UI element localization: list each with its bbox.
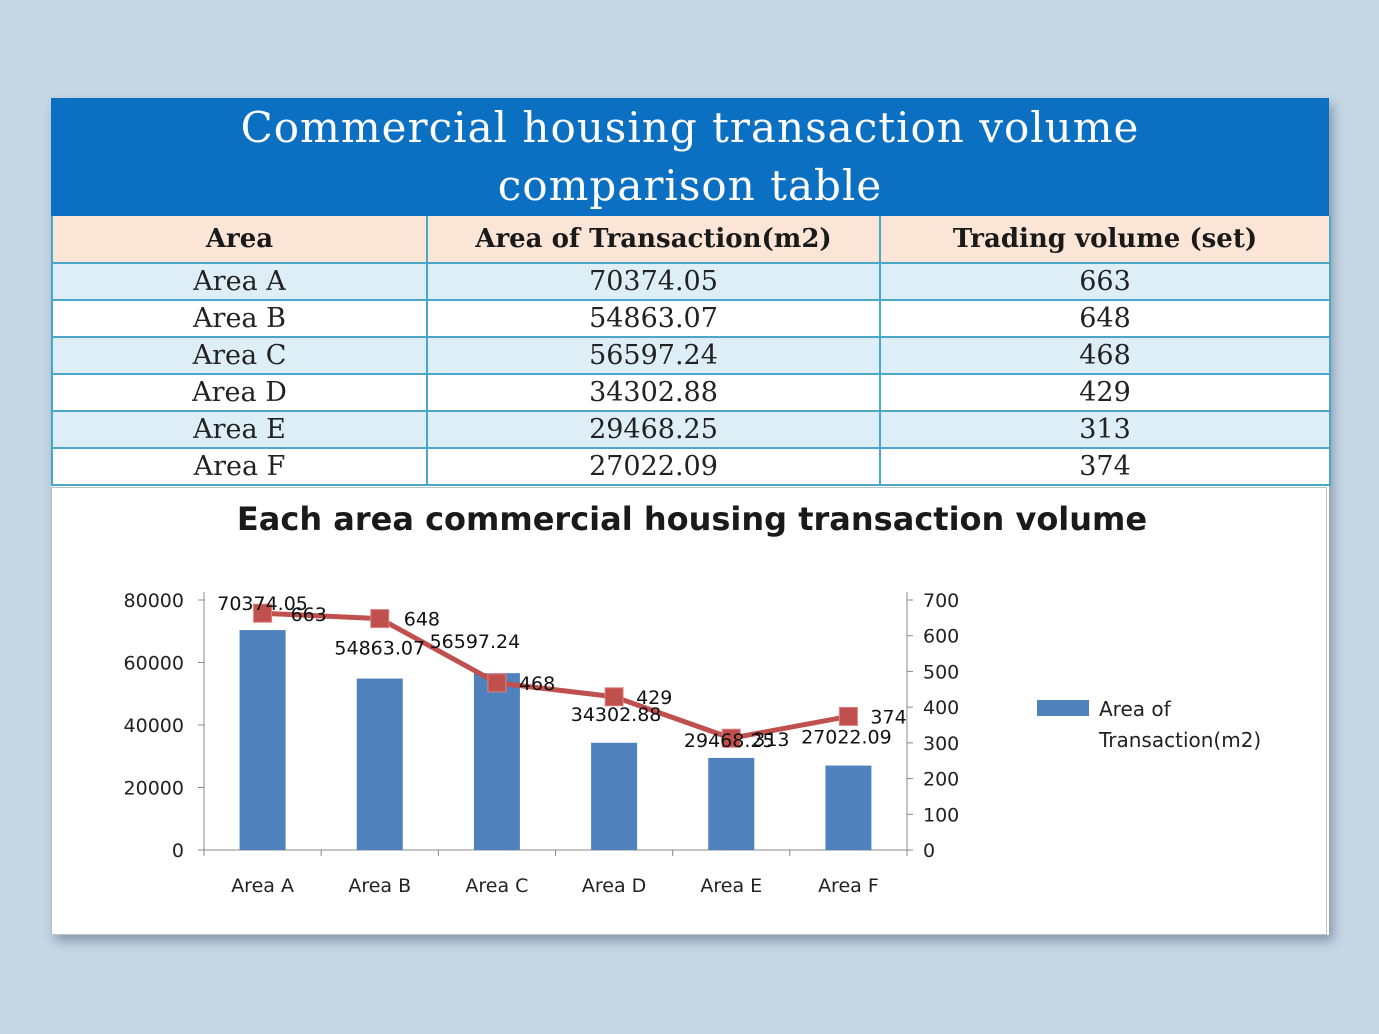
table-row: Area D 34302.88 429	[51, 373, 1331, 412]
chart-legend[interactable]: Area of Transaction(m2)	[1037, 697, 1261, 752]
right-tick-label: 700	[923, 590, 959, 612]
table-row: Area E 29468.25 313	[51, 410, 1331, 449]
cell-area[interactable]: Area C	[51, 336, 428, 375]
bar-data-label: 34302.88	[571, 704, 662, 726]
bar	[239, 630, 286, 850]
left-tick-label: 0	[172, 840, 184, 862]
bar-data-label: 29468.25	[684, 730, 775, 752]
cell-trading-volume[interactable]: 648	[879, 299, 1331, 338]
line-marker	[370, 609, 390, 629]
line-data-label: 663	[291, 604, 327, 626]
right-tick-label: 200	[923, 769, 959, 791]
bar	[473, 673, 520, 850]
table-title-line-2: comparison table	[497, 161, 883, 210]
right-tick-label: 0	[923, 840, 935, 862]
cell-transaction-area[interactable]: 56597.24	[426, 336, 881, 375]
right-tick-label: 400	[923, 697, 959, 719]
chart-title: Each area commercial housing transaction…	[237, 500, 1147, 538]
trend-line	[262, 610, 849, 741]
table-row: Area C 56597.24 468	[51, 336, 1331, 375]
x-tick-label: Area A	[231, 875, 294, 897]
left-tick-label: 20000	[124, 778, 184, 800]
right-tick-label: 600	[923, 626, 959, 648]
line-marker	[253, 603, 273, 623]
cell-transaction-area[interactable]: 54863.07	[426, 299, 881, 338]
cell-trading-volume[interactable]: 663	[879, 262, 1331, 301]
line-data-label: 468	[519, 673, 555, 695]
right-tick-label: 100	[923, 804, 959, 826]
x-tick-label: Area F	[818, 875, 879, 897]
legend-swatch	[1037, 700, 1089, 716]
table-title: Commercial housing transaction volume co…	[51, 98, 1329, 216]
right-tick-label: 500	[923, 661, 959, 683]
cell-trading-volume[interactable]: 374	[879, 447, 1331, 486]
line-data-label: 374	[870, 706, 906, 728]
table-row: Area B 54863.07 648	[51, 299, 1331, 338]
cell-trading-volume[interactable]: 468	[879, 336, 1331, 375]
table-title-line-1: Commercial housing transaction volume	[240, 103, 1140, 152]
spreadsheet-sheet: Commercial housing transaction volume co…	[51, 98, 1331, 935]
bar-data-label: 54863.07	[334, 638, 425, 660]
bar	[356, 678, 403, 850]
line-marker	[721, 728, 741, 748]
line-marker	[604, 687, 624, 707]
header-area[interactable]: Area	[51, 216, 428, 264]
cell-transaction-area[interactable]: 27022.09	[426, 447, 881, 486]
cell-area[interactable]: Area A	[51, 262, 428, 301]
line-data-label: 429	[636, 687, 672, 709]
bar-data-label: 27022.09	[801, 727, 892, 749]
bar	[708, 757, 755, 850]
cell-transaction-area[interactable]: 29468.25	[426, 410, 881, 449]
line-marker	[487, 673, 507, 693]
left-tick-label: 40000	[124, 715, 184, 737]
left-tick-label: 60000	[124, 653, 184, 675]
transaction-table: Area Area of Transaction(m2) Trading vol…	[51, 216, 1331, 486]
bar-data-label: 70374.05	[217, 593, 308, 615]
bar-data-label: 56597.24	[430, 631, 521, 653]
bar	[825, 765, 872, 850]
data-labels: 70374.05 54863.07 56597.24 34302.88 29468.25…	[217, 593, 906, 752]
cell-area[interactable]: Area F	[51, 447, 428, 486]
x-tick-label: Area E	[700, 875, 762, 897]
combo-chart: Each area commercial housing transaction…	[124, 500, 1262, 897]
legend-label-line-2: Transaction(m2)	[1098, 728, 1261, 752]
cell-area[interactable]: Area E	[51, 410, 428, 449]
line-data-label: 648	[404, 609, 440, 631]
cell-trading-volume[interactable]: 313	[879, 410, 1331, 449]
cell-transaction-area[interactable]: 70374.05	[426, 262, 881, 301]
legend-label-line-1: Area of	[1099, 697, 1172, 721]
table-row: Area F 27022.09 374	[51, 447, 1331, 486]
chart-axes: 0 20000 40000 60000 80000 0 100 200 300 400 500 600…	[124, 590, 960, 897]
line-data-label: 313	[753, 729, 789, 751]
right-tick-label: 300	[923, 733, 959, 755]
x-tick-label: Area C	[465, 875, 528, 897]
cell-area[interactable]: Area B	[51, 299, 428, 338]
line-series	[253, 603, 858, 748]
cell-area[interactable]: Area D	[51, 373, 428, 412]
bar	[591, 742, 638, 850]
chart-panel[interactable]: Each area commercial housing transaction…	[51, 487, 1327, 935]
cell-transaction-area[interactable]: 34302.88	[426, 373, 881, 412]
table-row: Area A 70374.05 663	[51, 262, 1331, 301]
x-tick-label: Area B	[348, 875, 411, 897]
line-marker	[838, 706, 858, 726]
bar-series	[239, 630, 872, 850]
header-trading-volume[interactable]: Trading volume (set)	[879, 216, 1331, 264]
cell-trading-volume[interactable]: 429	[879, 373, 1331, 412]
x-tick-label: Area D	[582, 875, 646, 897]
left-tick-label: 80000	[124, 590, 184, 612]
header-area-of-transaction[interactable]: Area of Transaction(m2)	[426, 216, 881, 264]
table-header-row: Area Area of Transaction(m2) Trading vol…	[51, 216, 1331, 264]
